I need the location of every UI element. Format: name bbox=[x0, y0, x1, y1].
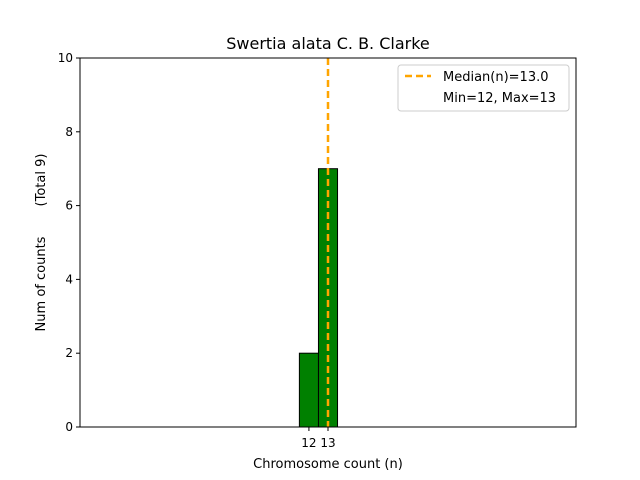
y-tick-label-4: 4 bbox=[65, 272, 73, 286]
chart-title: Swertia alata C. B. Clarke bbox=[226, 34, 430, 53]
y-axis: 0 2 4 6 8 10 bbox=[58, 51, 80, 434]
legend-frame bbox=[397, 64, 570, 112]
bar-12 bbox=[298, 352, 319, 428]
legend-entry-minmax: Min=12, Max=13 bbox=[443, 91, 556, 106]
y-axis-label: Num of counts bbox=[34, 236, 49, 331]
y-tick-label-10: 10 bbox=[58, 51, 73, 65]
y-tick-label-8: 8 bbox=[65, 125, 73, 139]
x-axis-label: Chromosome count (n) bbox=[253, 457, 403, 472]
x-axis: 12 13 bbox=[301, 427, 336, 450]
legend: Median(n)=13.0 Min=12, Max=13 bbox=[397, 64, 570, 112]
x-tick-label-12: 12 bbox=[301, 436, 316, 450]
legend-entry-median: Median(n)=13.0 bbox=[443, 70, 549, 85]
bars-layer bbox=[298, 168, 339, 428]
y-tick-label-0: 0 bbox=[65, 420, 73, 434]
y-tick-label-6: 6 bbox=[65, 199, 73, 213]
y-tick-label-2: 2 bbox=[65, 346, 73, 360]
y-axis-total-label: (Total 9) bbox=[34, 154, 49, 207]
x-tick-label-13: 13 bbox=[320, 436, 335, 450]
